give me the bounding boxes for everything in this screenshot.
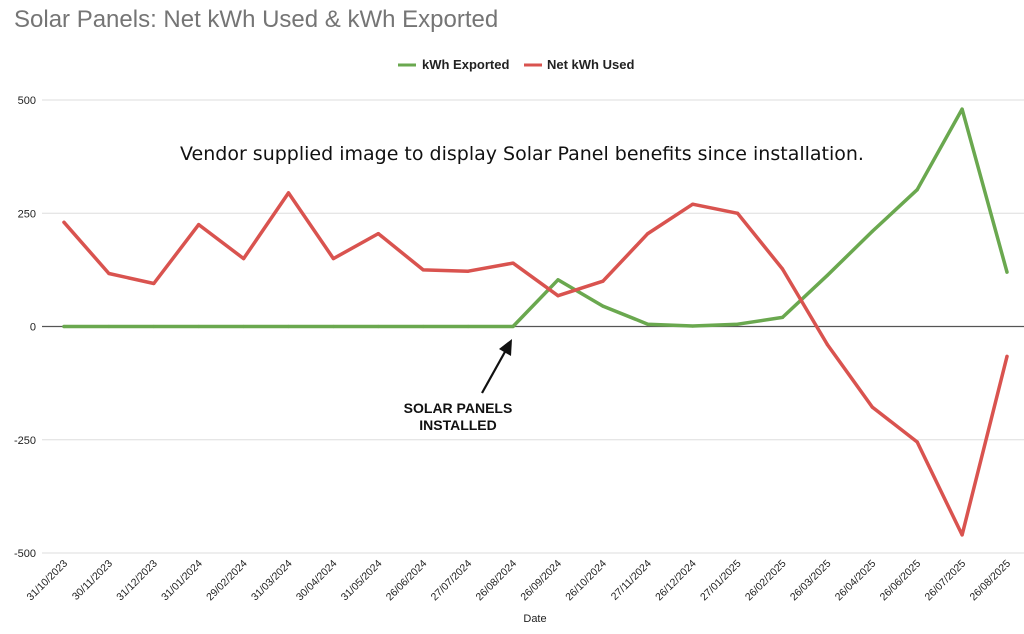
data-point xyxy=(960,107,964,111)
data-point xyxy=(421,268,425,272)
y-axis-ticks: 500 250 0 -250 -500 xyxy=(14,95,36,560)
x-tick-label: 31/03/2024 xyxy=(249,558,295,604)
x-tick-label: 31/01/2024 xyxy=(159,558,205,604)
data-point xyxy=(1005,270,1009,274)
y-tick-label: -250 xyxy=(14,435,36,447)
data-point xyxy=(601,279,605,283)
y-tick-label: 500 xyxy=(18,95,36,107)
x-tick-label: 26/08/2025 xyxy=(967,558,1013,604)
data-point xyxy=(152,324,156,329)
y-tick-label: 250 xyxy=(18,208,36,220)
data-point xyxy=(556,278,560,282)
data-point xyxy=(735,211,740,215)
data-point xyxy=(107,324,111,329)
x-tick-label: 31/10/2023 xyxy=(24,558,70,604)
x-tick-label: 26/10/2024 xyxy=(563,558,609,604)
x-axis-ticks: 31/10/2023 30/11/2023 31/12/2023 31/01/2024… xyxy=(24,558,1013,604)
data-point xyxy=(107,271,111,276)
data-point xyxy=(242,324,246,329)
installed-annotation: SOLAR PANELS INSTALLED xyxy=(404,339,513,433)
data-point xyxy=(286,324,291,329)
legend-label-used: Net kWh Used xyxy=(547,57,634,72)
data-point xyxy=(331,324,336,329)
data-point xyxy=(646,232,650,236)
annotation-line-1: SOLAR PANELS xyxy=(404,400,513,416)
x-tick-label: 29/02/2024 xyxy=(204,558,250,604)
y-tick-label: 0 xyxy=(30,322,36,334)
x-tick-label: 27/11/2024 xyxy=(609,558,654,603)
data-point xyxy=(780,315,785,320)
annotation-line-2: INSTALLED xyxy=(419,417,497,433)
data-point xyxy=(421,324,425,329)
data-point xyxy=(62,220,66,224)
series-line-net-kwh-used xyxy=(62,191,1009,537)
x-tick-label: 27/01/2025 xyxy=(698,558,744,604)
data-point xyxy=(331,256,336,261)
x-tick-label: 31/12/2023 xyxy=(114,558,160,604)
chart-title: Solar Panels: Net kWh Used & kWh Exporte… xyxy=(14,6,499,33)
annotation-arrow-line xyxy=(481,349,507,394)
data-point xyxy=(1005,354,1009,358)
legend: kWh Exported Net kWh Used xyxy=(398,57,634,72)
x-tick-label: 26/12/2024 xyxy=(653,558,699,604)
data-point xyxy=(960,533,964,537)
x-tick-label: 31/05/2024 xyxy=(339,558,385,604)
x-tick-label: 26/06/2024 xyxy=(384,558,430,604)
x-tick-label: 26/07/2025 xyxy=(923,558,969,604)
data-point xyxy=(511,261,515,265)
x-tick-label: 27/07/2024 xyxy=(429,558,475,604)
x-tick-label: 26/02/2025 xyxy=(743,558,789,604)
x-tick-label: 26/04/2025 xyxy=(833,558,879,604)
series-lines xyxy=(62,107,1009,537)
data-point xyxy=(197,324,201,329)
data-point xyxy=(691,202,695,206)
x-tick-label: 26/09/2024 xyxy=(518,558,564,604)
data-point xyxy=(915,188,919,192)
data-point xyxy=(691,324,695,328)
y-tick-label: -500 xyxy=(14,548,36,560)
data-point xyxy=(376,324,380,329)
x-tick-label: 26/08/2024 xyxy=(474,558,520,604)
data-point xyxy=(556,294,560,298)
data-point xyxy=(242,256,246,261)
data-point xyxy=(601,304,605,308)
data-point xyxy=(286,191,291,195)
legend-label-exported: kWh Exported xyxy=(422,57,509,72)
data-point xyxy=(152,281,156,286)
data-point xyxy=(915,440,919,444)
data-point xyxy=(466,269,470,273)
x-tick-label: 26/06/2025 xyxy=(878,558,924,604)
data-point xyxy=(870,405,874,409)
x-axis-label: Date xyxy=(523,613,546,625)
data-point xyxy=(62,324,66,329)
vendor-annotation: Vendor supplied image to display Solar P… xyxy=(180,143,864,165)
x-tick-label: 30/11/2023 xyxy=(70,558,115,603)
data-point xyxy=(646,322,650,326)
x-tick-label: 26/03/2025 xyxy=(788,558,834,604)
data-point xyxy=(466,324,470,329)
data-point xyxy=(735,322,740,326)
data-point xyxy=(825,343,829,347)
data-point xyxy=(825,273,829,277)
data-point xyxy=(197,222,201,227)
data-point xyxy=(376,232,380,236)
x-tick-label: 30/04/2024 xyxy=(294,558,340,604)
annotation-arrow-head xyxy=(499,339,512,356)
data-point xyxy=(780,267,785,271)
series-line-kwh-exported xyxy=(62,107,1009,329)
data-point xyxy=(870,229,874,233)
data-point xyxy=(511,324,515,329)
